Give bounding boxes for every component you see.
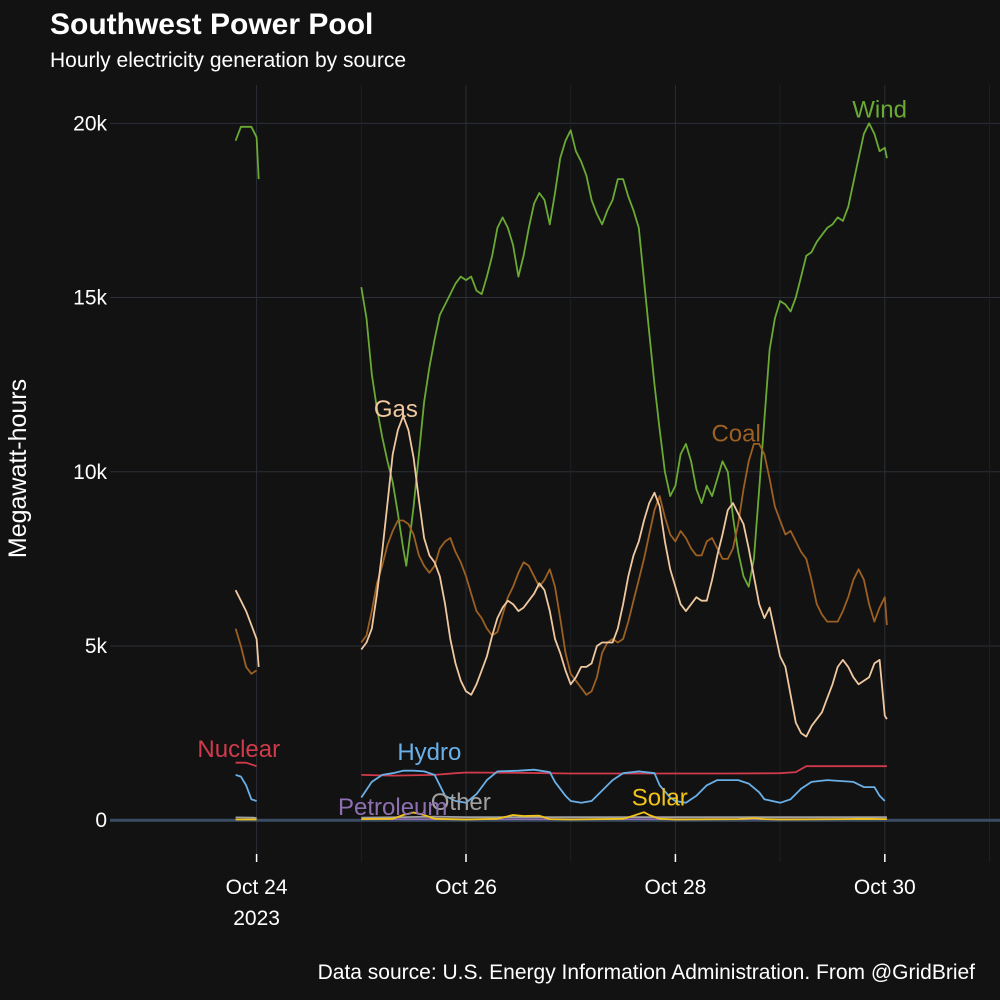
x-axis-ticks: Oct 24 2023 Oct 26 Oct 28 Oct 30 <box>226 854 916 930</box>
x-tick-label: Oct 30 <box>854 876 916 899</box>
y-axis-label: Megawatt-hours <box>4 379 32 558</box>
chart-title: Southwest Power Pool <box>50 8 374 41</box>
y-axis-ticks: 0 5k 10k 15k 20k <box>73 112 107 832</box>
y-tick-label: 15k <box>73 287 107 310</box>
series-label-other: Other <box>431 789 491 816</box>
series-label-wind: Wind <box>852 96 907 123</box>
chart-svg: 0 5k 10k 15k 20k Oct 24 2023 Oct 26 Oct 28 Oct 3… <box>4 85 1000 930</box>
series-line-wind <box>234 125 260 180</box>
x-tick-label: Oct 24 <box>226 876 288 899</box>
y-tick-label: 10k <box>73 461 107 484</box>
series-label-solar: Solar <box>632 785 688 812</box>
chart-subtitle: Hourly electricity generation by source <box>50 49 406 72</box>
series-lines <box>234 122 888 821</box>
series-line-coal <box>234 628 258 675</box>
series-line-gas <box>360 415 888 738</box>
series-line-nuclear <box>361 765 887 777</box>
series-label-gas: Gas <box>374 396 418 423</box>
series-line-coal <box>360 443 888 696</box>
series-line-nuclear <box>235 761 257 768</box>
series-line-hydro <box>235 774 257 802</box>
series-label-hydro: Hydro <box>397 739 461 766</box>
series-line-wind <box>360 122 888 588</box>
series-line-other <box>361 815 887 819</box>
x-tick-sublabel: 2023 <box>233 907 280 930</box>
series-label-petroleum: Petroleum <box>338 794 447 821</box>
y-tick-label: 5k <box>85 635 108 658</box>
y-tick-label: 20k <box>73 112 107 135</box>
x-tick-label: Oct 26 <box>435 876 497 899</box>
series-line-hydro <box>360 768 886 804</box>
series-label-nuclear: Nuclear <box>197 736 280 763</box>
series-label-coal: Coal <box>711 420 760 447</box>
series-line-solar <box>361 811 887 821</box>
series-line-gas <box>234 589 260 667</box>
y-tick-label: 0 <box>95 809 107 832</box>
data-source: Data source: U.S. Energy Information Adm… <box>317 961 975 984</box>
x-tick-label: Oct 28 <box>644 876 706 899</box>
